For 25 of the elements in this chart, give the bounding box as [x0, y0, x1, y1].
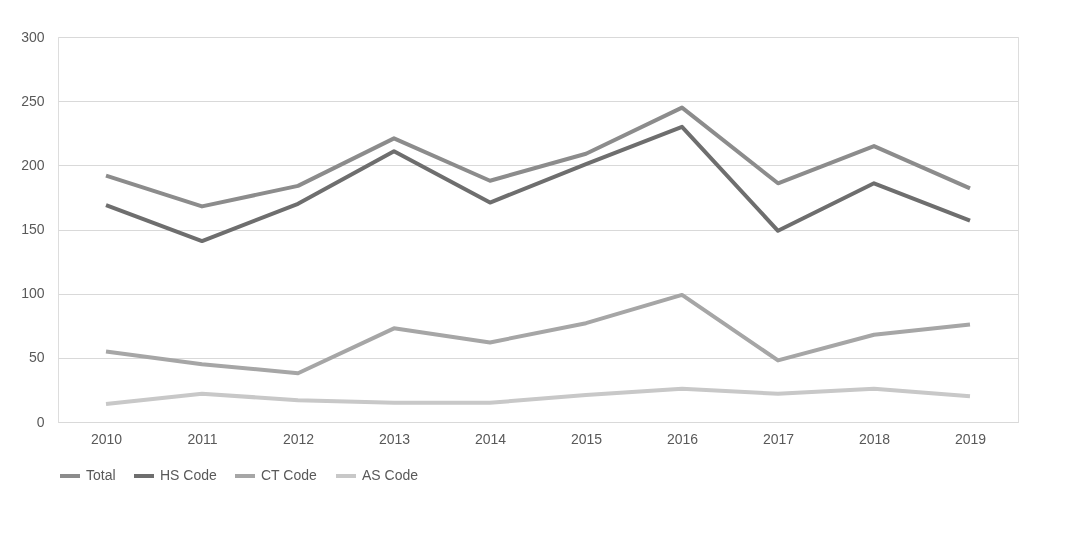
x-tick-label: 2019: [954, 430, 987, 447]
y-tick-label: 50: [28, 349, 45, 366]
legend-label: AS Code: [362, 467, 419, 483]
y-tick-label: 250: [21, 92, 45, 109]
y-tick-label: 300: [21, 28, 45, 45]
x-tick-label: 2018: [858, 430, 891, 447]
y-tick-label: 100: [21, 285, 45, 302]
x-tick-label: 2012: [282, 430, 315, 447]
y-tick-label: 150: [21, 221, 45, 237]
line-series: [104, 124, 972, 244]
x-tick-label: 2011: [187, 430, 218, 447]
x-tick-label: 2010: [90, 430, 123, 447]
x-tick-label: 2014: [474, 430, 507, 447]
x-tick-label: 2016: [666, 430, 699, 447]
line-series: [104, 386, 972, 407]
line-series: [104, 105, 972, 209]
x-tick-label: 2015: [570, 430, 603, 447]
legend-label: Total: [86, 467, 116, 483]
y-tick-label: 0: [36, 413, 45, 430]
legend-label: HS Code: [160, 467, 218, 483]
x-tick-label: 2013: [378, 430, 411, 447]
line-series: [104, 292, 972, 376]
y-tick-label: 200: [21, 156, 45, 173]
legend-label: CT Code: [261, 467, 317, 483]
x-tick-label: 2017: [762, 430, 795, 447]
